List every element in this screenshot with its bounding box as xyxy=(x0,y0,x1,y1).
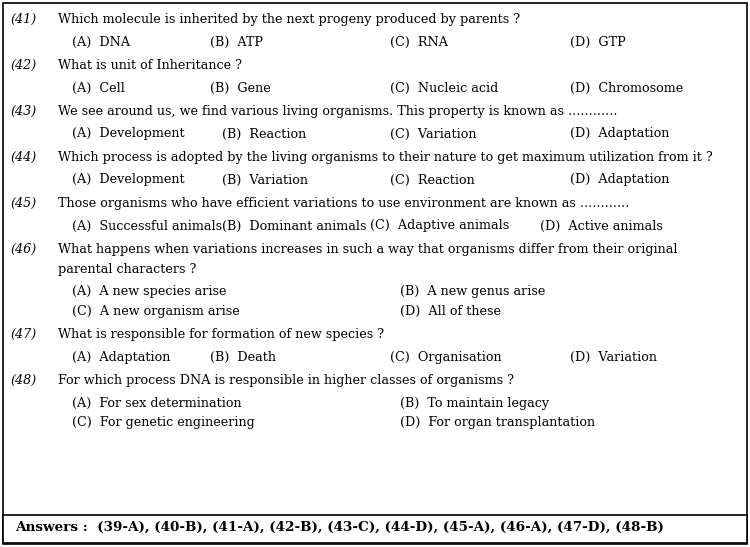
Text: Which process is adopted by the living organisms to their nature to get maximum : Which process is adopted by the living o… xyxy=(58,151,712,164)
Text: (B)  Variation: (B) Variation xyxy=(222,173,308,187)
Bar xyxy=(3,515,747,543)
Text: (D)  Active animals: (D) Active animals xyxy=(540,219,663,232)
Text: (C)  A new organism arise: (C) A new organism arise xyxy=(72,305,240,317)
Text: (D)  Chromosome: (D) Chromosome xyxy=(570,82,683,95)
Text: (A)  A new species arise: (A) A new species arise xyxy=(72,285,226,298)
Text: (D)  Adaptation: (D) Adaptation xyxy=(570,173,669,187)
Text: (B)  To maintain legacy: (B) To maintain legacy xyxy=(400,397,549,410)
Text: (C)  Nucleic acid: (C) Nucleic acid xyxy=(390,82,498,95)
Text: For which process DNA is responsible in higher classes of organisms ?: For which process DNA is responsible in … xyxy=(58,374,514,387)
Text: (46): (46) xyxy=(10,243,36,256)
Text: (D)  Adaptation: (D) Adaptation xyxy=(570,127,669,141)
Text: (A)  Adaptation: (A) Adaptation xyxy=(72,351,170,364)
Text: (C)  Adaptive animals: (C) Adaptive animals xyxy=(370,219,509,232)
Text: What happens when variations increases in such a way that organisms differ from : What happens when variations increases i… xyxy=(58,243,677,256)
Text: (A)  Development: (A) Development xyxy=(72,127,184,141)
Text: (B)  Dominant animals: (B) Dominant animals xyxy=(222,219,367,232)
Text: (42): (42) xyxy=(10,59,36,72)
Text: (A)  For sex determination: (A) For sex determination xyxy=(72,397,242,410)
Text: (A)  Development: (A) Development xyxy=(72,173,184,187)
Text: (C)  Variation: (C) Variation xyxy=(390,127,476,141)
Text: (A)  Successful animals: (A) Successful animals xyxy=(72,219,222,232)
Text: (B)  Death: (B) Death xyxy=(210,351,276,364)
Text: (D)  Variation: (D) Variation xyxy=(570,351,657,364)
Text: (48): (48) xyxy=(10,374,36,387)
Text: (D)  For organ transplantation: (D) For organ transplantation xyxy=(400,416,596,429)
Text: We see around us, we find various living organisms. This property is known as ..: We see around us, we find various living… xyxy=(58,105,617,118)
Text: What is unit of Inheritance ?: What is unit of Inheritance ? xyxy=(58,59,242,72)
Text: (A)  Cell: (A) Cell xyxy=(72,82,124,95)
Text: (47): (47) xyxy=(10,328,36,341)
Text: Which molecule is inherited by the next progeny produced by parents ?: Which molecule is inherited by the next … xyxy=(58,13,520,26)
Text: (B)  Gene: (B) Gene xyxy=(210,82,271,95)
Text: (D)  All of these: (D) All of these xyxy=(400,305,501,317)
Text: (B)  ATP: (B) ATP xyxy=(210,36,263,49)
Text: Those organisms who have efficient variations to use environment are known as ..: Those organisms who have efficient varia… xyxy=(58,197,629,210)
Text: parental characters ?: parental characters ? xyxy=(58,263,196,276)
Text: (D)  GTP: (D) GTP xyxy=(570,36,626,49)
Text: (C)  For genetic engineering: (C) For genetic engineering xyxy=(72,416,255,429)
Text: (A)  DNA: (A) DNA xyxy=(72,36,130,49)
Text: (44): (44) xyxy=(10,151,36,164)
Text: (45): (45) xyxy=(10,197,36,210)
Text: (C)  RNA: (C) RNA xyxy=(390,36,448,49)
Text: (43): (43) xyxy=(10,105,36,118)
Text: What is responsible for formation of new species ?: What is responsible for formation of new… xyxy=(58,328,384,341)
Text: (B)  A new genus arise: (B) A new genus arise xyxy=(400,285,545,298)
Text: (C)  Reaction: (C) Reaction xyxy=(390,173,475,187)
Text: (C)  Organisation: (C) Organisation xyxy=(390,351,502,364)
Text: Answers :  (39-A), (40-B), (41-A), (42-B), (43-C), (44-D), (45-A), (46-A), (47-D: Answers : (39-A), (40-B), (41-A), (42-B)… xyxy=(15,521,664,534)
Text: (B)  Reaction: (B) Reaction xyxy=(222,127,306,141)
Text: (41): (41) xyxy=(10,13,36,26)
